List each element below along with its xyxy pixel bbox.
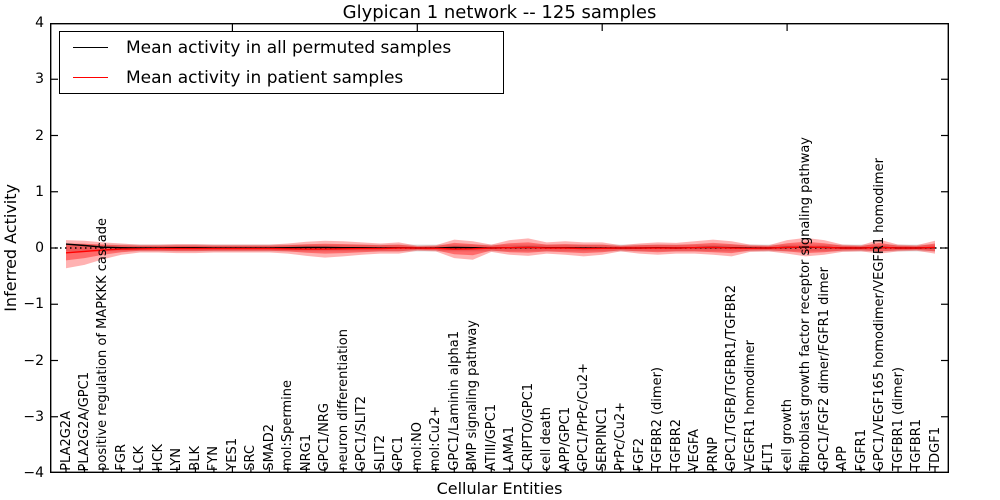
x-tick-label: mol:Spermine [280, 380, 296, 471]
x-tick-label: GPC1/PrPc/Cu2+ [576, 362, 592, 471]
legend-item-permuted: Mean activity in all permuted samples [60, 36, 503, 60]
x-tick-label: mol:Cu2+ [428, 405, 444, 471]
x-tick-label: GPC1/VEGF165 homodimer/VEGFR1 homodimer [872, 157, 888, 471]
x-tick-label: GPC1/Laminin alpha1 [446, 331, 462, 471]
x-tick-label: cell growth [779, 399, 795, 471]
x-tick-label: FYN [206, 445, 222, 471]
x-tick-label: cell death [539, 406, 555, 471]
y-tick-label: 2 [35, 127, 44, 144]
x-tick-label: positive regulation of MAPKKK cascade [95, 218, 111, 471]
x-tick-label: mol:NO [409, 422, 425, 471]
x-tick-label: TDGF1 [927, 427, 943, 471]
x-tick-label: YES1 [224, 438, 240, 471]
x-tick-label: SLIT2 [372, 435, 388, 471]
x-tick-label: SERPINC1 [594, 406, 610, 471]
legend-label-permuted: Mean activity in all permuted samples [126, 37, 452, 58]
x-tick-label: LAMA1 [502, 426, 518, 471]
x-tick-label: PRNP [705, 436, 721, 471]
x-tick-label: TGFBR2 (dimer) [650, 367, 666, 471]
x-tick-label: HCK [150, 443, 166, 471]
y-tick-label: −1 [23, 296, 44, 313]
x-tick-label: PrPc/Cu2+ [613, 402, 629, 471]
y-tick-label: 0 [35, 240, 44, 256]
x-axis-label: Cellular Entities [436, 479, 563, 498]
legend: Mean activity in all permuted samples Me… [59, 31, 504, 94]
legend-item-patient: Mean activity in patient samples [60, 66, 503, 90]
x-tick-label: GPC1/TGFB/TGFBR1/TGFBR2 [724, 284, 740, 471]
x-tick-label: NRG1 [298, 433, 314, 471]
y-tick-label: 4 [35, 15, 44, 31]
band-2 [66, 241, 935, 261]
x-tick-label: GPC1/NRG [317, 402, 333, 471]
x-tick-label: neuron differentiation [335, 329, 351, 471]
x-tick-label: FGFR1 [853, 428, 869, 471]
x-tick-label: VEGFR1 homodimer [742, 340, 758, 471]
plot-border [50, 23, 949, 473]
x-tick-label: FGR [113, 444, 129, 471]
x-tick-label: BMP signaling pathway [465, 320, 481, 471]
y-tick-label: −2 [23, 352, 44, 369]
x-tick-label: GPC1 [391, 435, 407, 471]
legend-line-permuted-icon [73, 47, 108, 48]
y-tick-label: 1 [35, 183, 44, 200]
plot-area [50, 23, 949, 473]
x-tick-label: TGFBR1 (dimer) [890, 367, 906, 471]
x-tick-label: GPC1/SLIT2 [354, 395, 370, 471]
x-tick-label: LCK [132, 446, 148, 471]
series-line-1 [65, 246, 936, 254]
plot-svg [50, 23, 949, 473]
x-tick-label: ATIII/GPC1 [483, 404, 499, 471]
x-tick-label: BLK [187, 446, 203, 471]
x-tick-label: TGFBR2 [668, 419, 684, 471]
x-tick-label: PLA2G2A [58, 411, 74, 471]
x-tick-label: CRIPTO/GPC1 [520, 383, 536, 471]
x-tick-label: fibroblast growth factor receptor signal… [798, 136, 814, 471]
x-tick-label: GPC1/FGF2 dimer/FGFR1 dimer [816, 267, 832, 471]
page-title: Glypican 1 network -- 125 samples [342, 2, 657, 23]
x-tick-label: TGFBR1 [909, 419, 924, 471]
x-tick-label: SMAD2 [261, 424, 277, 471]
x-tick-label: SRC [243, 445, 259, 471]
y-tick-label: −4 [23, 465, 44, 481]
y-tick-label: −3 [23, 408, 44, 425]
band-1 [66, 237, 935, 269]
x-tick-label: PLA2G2A/GPC1 [76, 371, 92, 471]
x-tick-label: VEGFA [687, 428, 703, 471]
x-tick-label: APP/GPC1 [557, 406, 573, 471]
x-tick-label: FLT1 [761, 441, 777, 471]
x-tick-label: FGF2 [631, 437, 647, 471]
x-tick-label: APP [835, 446, 851, 471]
legend-label-patient: Mean activity in patient samples [126, 67, 404, 88]
x-tick-label: LYN [169, 447, 185, 471]
legend-line-patient-icon [73, 77, 108, 78]
y-tick-label: 3 [35, 71, 44, 88]
